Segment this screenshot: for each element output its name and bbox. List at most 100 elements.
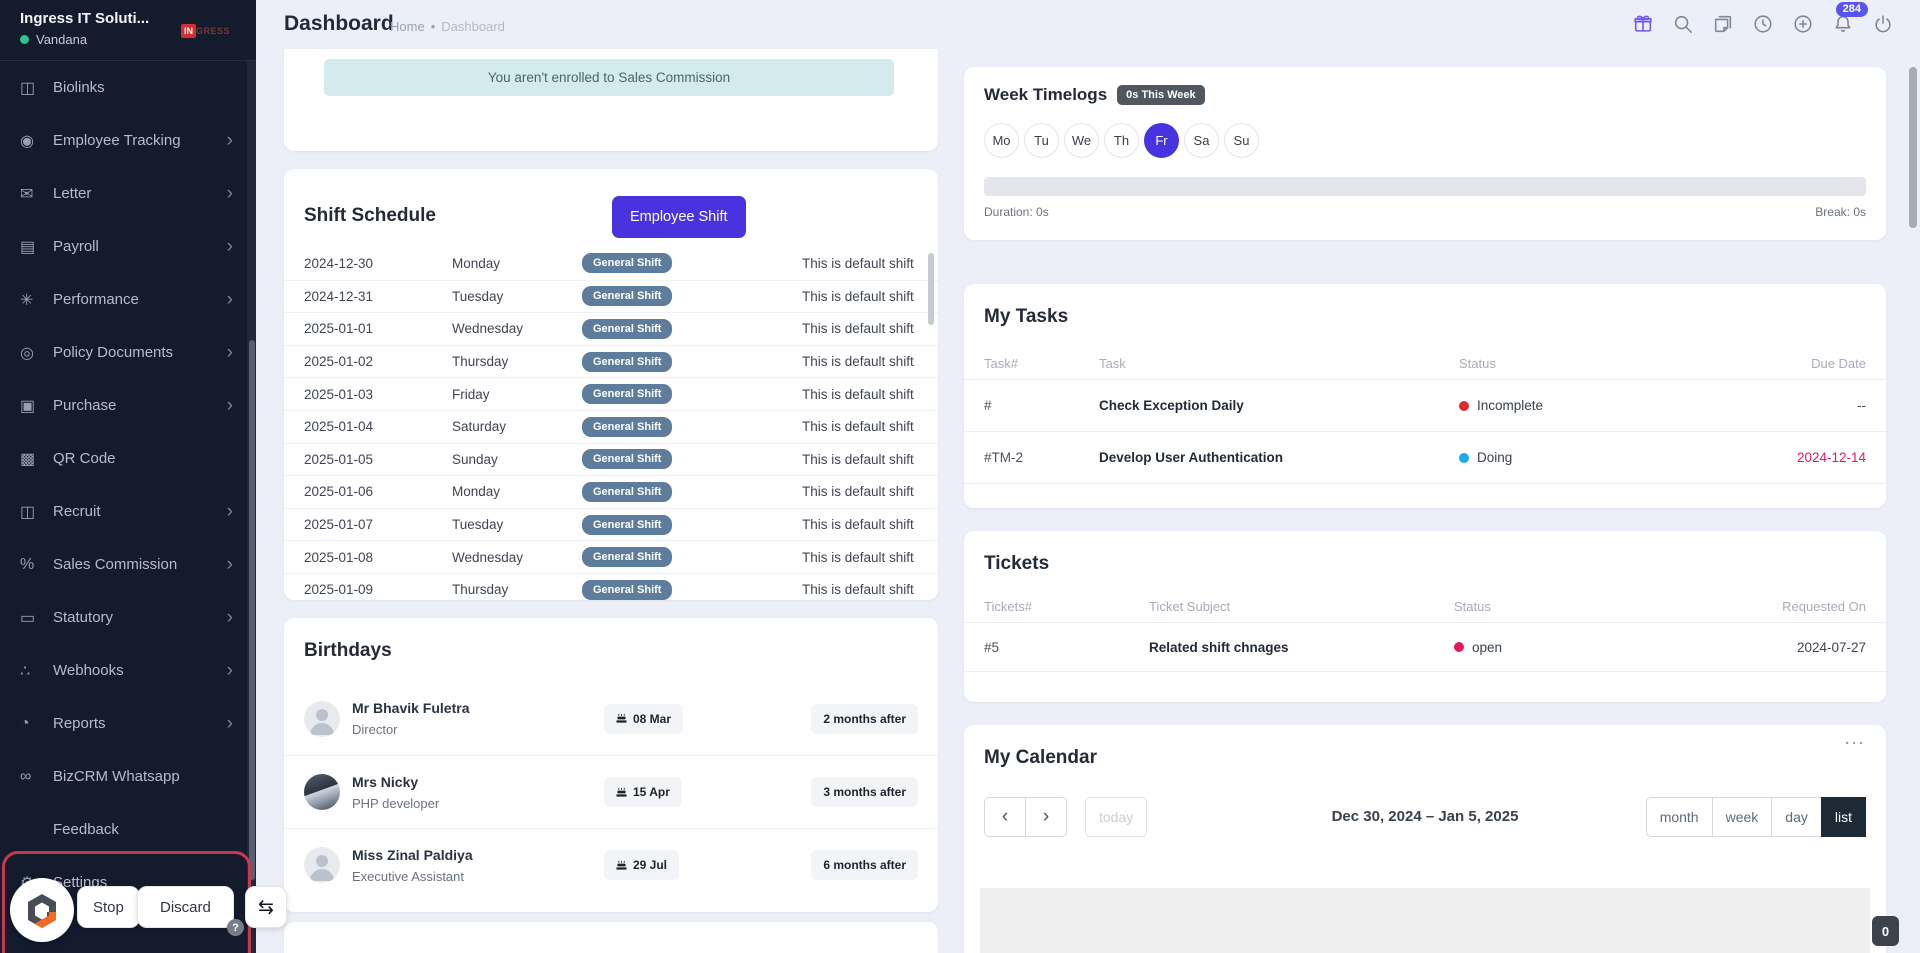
weekday-button[interactable]: Sa — [1184, 123, 1219, 158]
birthday-name: Miss Zinal Paldiya — [352, 846, 473, 863]
power-icon[interactable] — [1872, 13, 1894, 35]
sidebar-item[interactable]: ◉ Employee Tracking › — [0, 114, 247, 167]
sidebar-item-label: Sales Commission — [53, 556, 178, 573]
cake-icon — [616, 787, 627, 797]
sidebar-item[interactable]: ▤ Payroll › — [0, 220, 247, 273]
calendar-today-button[interactable]: today — [1085, 797, 1148, 837]
sidebar-item[interactable]: Feedback — [0, 803, 247, 856]
my-calendar-card: My Calendar ··· ‹ › today Dec 30, 2024 –… — [964, 725, 1886, 953]
sidebar-item[interactable]: ✳ Performance › — [0, 273, 247, 326]
cake-icon — [616, 860, 627, 870]
col-due-date: Due Date — [1811, 356, 1866, 371]
stop-button[interactable]: Stop — [77, 886, 140, 928]
calendar-view-button[interactable]: month — [1645, 797, 1713, 837]
birthday-date: 15 Apr — [633, 785, 670, 799]
discard-button[interactable]: Discard — [137, 886, 234, 928]
shift-schedule-table: 2024-12-30 Monday General Shift This is … — [284, 247, 938, 600]
task-name: Develop User Authentication — [1099, 450, 1284, 465]
recorder-logo-button[interactable] — [10, 878, 74, 942]
sidebar-item[interactable]: ▩ QR Code — [0, 432, 247, 485]
weekday-button[interactable]: Th — [1104, 123, 1139, 158]
status-dot-icon — [1454, 642, 1464, 652]
sales-commission-card: You aren't enrolled to Sales Commission — [284, 49, 938, 151]
birthday-name: Mr Bhavik Fuletra — [352, 700, 470, 716]
zero-count-badge[interactable]: 0 — [1872, 916, 1899, 946]
sales-commission-alert: You aren't enrolled to Sales Commission — [324, 59, 894, 96]
employee-shift-button[interactable]: Employee Shift — [612, 196, 746, 238]
status-label: open — [1472, 639, 1503, 655]
clock-icon[interactable] — [1752, 13, 1774, 35]
avatar — [304, 847, 340, 883]
shift-note: This is default shift — [802, 484, 914, 500]
status-dot-icon — [1459, 400, 1469, 411]
cake-icon — [616, 713, 627, 723]
sidebar-item[interactable]: ∞ BizCRM Whatsapp — [0, 750, 247, 803]
search-icon[interactable] — [1672, 13, 1694, 35]
shift-row: 2025-01-02 Thursday General Shift This i… — [284, 344, 938, 378]
bell-icon[interactable]: 284 — [1832, 2, 1868, 35]
shift-table-scrollbar[interactable] — [928, 253, 934, 325]
calendar-menu-icon[interactable]: ··· — [1845, 735, 1866, 752]
chevron-right-icon: › — [226, 660, 233, 681]
sidebar-item[interactable]: ◔ Reports › — [0, 697, 247, 750]
tracking-icon: ◉ — [20, 132, 34, 150]
help-icon[interactable]: ? — [227, 919, 244, 936]
webhook-icon: ∴ — [20, 662, 31, 680]
online-status-icon — [20, 35, 29, 44]
calendar-next-button[interactable]: › — [1025, 797, 1067, 837]
breadcrumb-home[interactable]: Home — [390, 19, 425, 34]
shift-row: 2025-01-04 Saturday General Shift This i… — [284, 409, 938, 443]
my-tasks-title: My Tasks — [984, 306, 1069, 327]
my-calendar-title: My Calendar — [984, 747, 1097, 768]
shift-type-badge: General Shift — [582, 286, 673, 307]
calendar-view-button[interactable]: week — [1711, 797, 1773, 837]
company-status: Vandana — [20, 32, 87, 47]
shift-note: This is default shift — [802, 386, 914, 402]
sidebar-item[interactable]: ◎ Policy Documents › — [0, 326, 247, 379]
sidebar-item[interactable]: ◫ Biolinks — [0, 61, 247, 114]
notes-icon[interactable] — [1712, 13, 1734, 35]
weekday-button[interactable]: Tu — [1024, 123, 1059, 158]
weekday-button[interactable]: Fr — [1144, 123, 1179, 158]
weekday-button[interactable]: Mo — [984, 123, 1019, 158]
sidebar-item[interactable]: % Sales Commission › — [0, 538, 247, 591]
birthdays-title: Birthdays — [304, 640, 392, 661]
sidebar-item[interactable]: ◫ Recruit › — [0, 485, 247, 538]
chevron-right-icon: › — [226, 342, 233, 363]
shift-date: 2025-01-08 — [304, 549, 374, 565]
task-due-date: -- — [1857, 398, 1866, 413]
id-card-icon: ◫ — [20, 79, 36, 97]
sidebar-item[interactable]: ▣ Purchase › — [0, 379, 247, 432]
shift-type-badge: General Shift — [582, 384, 673, 405]
page-scrollbar-thumb[interactable] — [1909, 67, 1917, 228]
task-row[interactable]: # Check Exception Daily Incomplete -- — [964, 380, 1886, 432]
task-row[interactable]: #TM-2 Develop User Authentication Doing … — [964, 432, 1886, 484]
sidebar-item[interactable]: ▭ Statutory › — [0, 591, 247, 644]
shift-day: Friday — [452, 386, 490, 402]
gift-icon[interactable] — [1632, 13, 1654, 35]
shift-note: This is default shift — [802, 582, 914, 598]
sidebar-item[interactable]: ∴ Webhooks › — [0, 644, 247, 697]
birthday-date: 08 Mar — [633, 711, 672, 726]
ticket-row[interactable]: #5 Related shift chnages open 2024-07-27 — [964, 623, 1886, 672]
birthday-date: 29 Jul — [633, 858, 668, 872]
timelog-progress-bar — [984, 177, 1866, 196]
shift-date: 2025-01-02 — [304, 354, 374, 370]
shift-type-badge: General Shift — [582, 547, 673, 568]
add-circle-icon[interactable] — [1792, 13, 1814, 35]
col-requested-on: Requested On — [1782, 599, 1866, 614]
calendar-view-button[interactable]: day — [1771, 797, 1822, 837]
shift-row: 2025-01-01 Wednesday General Shift This … — [284, 312, 938, 345]
swap-arrows-button[interactable]: ⇆ — [245, 886, 287, 928]
shift-type-badge: General Shift — [582, 481, 673, 502]
weekday-button[interactable]: Su — [1224, 123, 1259, 158]
brand-logo-mark: IN — [180, 24, 196, 38]
shift-note: This is default shift — [802, 354, 914, 370]
sidebar-item[interactable]: ✉ Letter › — [0, 167, 247, 220]
weekday-button[interactable]: We — [1064, 123, 1099, 158]
calendar-view-button[interactable]: list — [1820, 797, 1866, 837]
shift-type-badge: General Shift — [582, 318, 673, 339]
sidebar-scrollbar-thumb[interactable] — [249, 340, 255, 880]
ticket-id: #5 — [984, 639, 1000, 655]
sidebar-header[interactable]: Ingress IT Soluti... Vandana IN GRESS — [0, 0, 256, 61]
